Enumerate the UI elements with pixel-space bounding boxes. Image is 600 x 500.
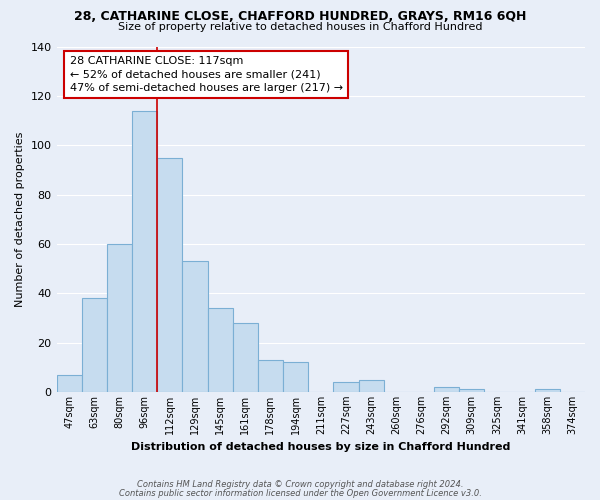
Bar [459, 390, 484, 392]
Text: 28, CATHARINE CLOSE, CHAFFORD HUNDRED, GRAYS, RM16 6QH: 28, CATHARINE CLOSE, CHAFFORD HUNDRED, G… [74, 10, 526, 23]
Text: Contains public sector information licensed under the Open Government Licence v3: Contains public sector information licen… [119, 488, 481, 498]
Bar [82, 298, 107, 392]
Bar [434, 387, 459, 392]
Bar [132, 110, 157, 392]
Bar [359, 380, 383, 392]
Bar [157, 158, 182, 392]
Bar [208, 308, 233, 392]
Text: 28 CATHARINE CLOSE: 117sqm
← 52% of detached houses are smaller (241)
47% of sem: 28 CATHARINE CLOSE: 117sqm ← 52% of deta… [70, 56, 343, 93]
Text: Contains HM Land Registry data © Crown copyright and database right 2024.: Contains HM Land Registry data © Crown c… [137, 480, 463, 489]
Bar [334, 382, 359, 392]
Y-axis label: Number of detached properties: Number of detached properties [15, 132, 25, 307]
Bar [283, 362, 308, 392]
Bar [233, 323, 258, 392]
Bar [182, 261, 208, 392]
Bar [258, 360, 283, 392]
X-axis label: Distribution of detached houses by size in Chafford Hundred: Distribution of detached houses by size … [131, 442, 511, 452]
Bar [535, 390, 560, 392]
Text: Size of property relative to detached houses in Chafford Hundred: Size of property relative to detached ho… [118, 22, 482, 32]
Bar [56, 374, 82, 392]
Bar [107, 244, 132, 392]
